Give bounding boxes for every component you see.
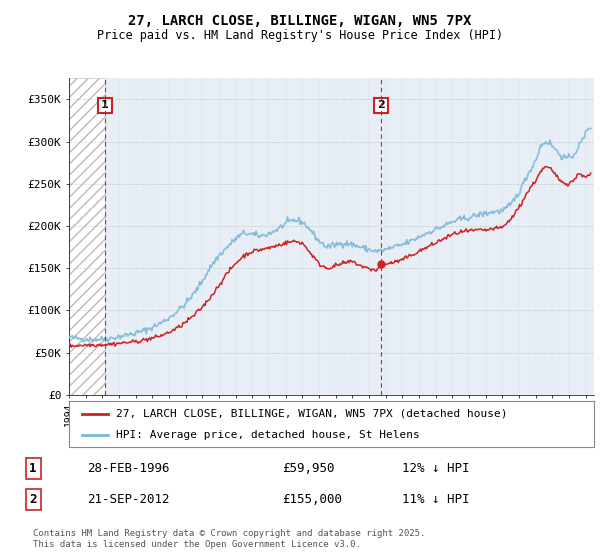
- Text: 27, LARCH CLOSE, BILLINGE, WIGAN, WN5 7PX: 27, LARCH CLOSE, BILLINGE, WIGAN, WN5 7P…: [128, 14, 472, 28]
- Text: HPI: Average price, detached house, St Helens: HPI: Average price, detached house, St H…: [116, 431, 420, 440]
- Text: 12% ↓ HPI: 12% ↓ HPI: [402, 462, 470, 475]
- Text: 27, LARCH CLOSE, BILLINGE, WIGAN, WN5 7PX (detached house): 27, LARCH CLOSE, BILLINGE, WIGAN, WN5 7P…: [116, 409, 508, 419]
- Text: Contains HM Land Registry data © Crown copyright and database right 2025.
This d: Contains HM Land Registry data © Crown c…: [33, 529, 425, 549]
- Text: £59,950: £59,950: [282, 462, 335, 475]
- Bar: [69, 78, 105, 395]
- Text: Price paid vs. HM Land Registry's House Price Index (HPI): Price paid vs. HM Land Registry's House …: [97, 29, 503, 43]
- Text: 21-SEP-2012: 21-SEP-2012: [87, 493, 170, 506]
- Text: £155,000: £155,000: [282, 493, 342, 506]
- Text: 1: 1: [101, 100, 109, 110]
- Text: 28-FEB-1996: 28-FEB-1996: [87, 462, 170, 475]
- Text: 2: 2: [29, 493, 37, 506]
- Text: 11% ↓ HPI: 11% ↓ HPI: [402, 493, 470, 506]
- Text: 1: 1: [29, 462, 37, 475]
- Text: 2: 2: [377, 100, 385, 110]
